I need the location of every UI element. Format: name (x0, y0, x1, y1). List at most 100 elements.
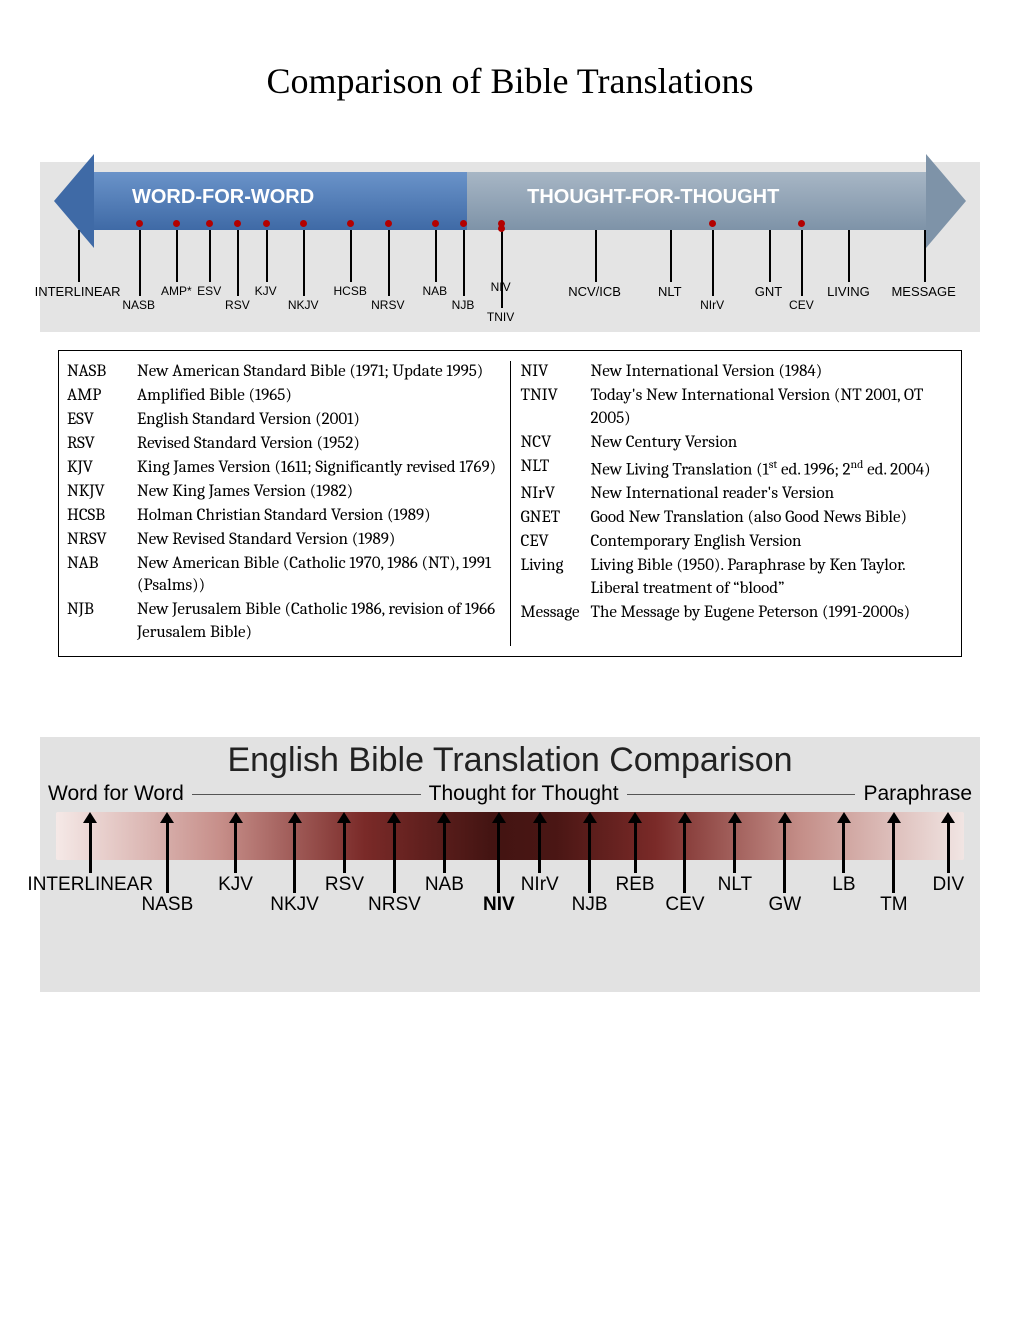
legend-desc: New International Version (1984) (591, 361, 954, 384)
legend-abbr: TNIV (521, 385, 591, 431)
tick2-NIV: NIV (492, 812, 506, 893)
page-title: Comparison of Bible Translations (40, 60, 980, 102)
tick1-NKJV: NKJV (303, 230, 304, 296)
translation-comparison-diagram: English Bible Translation Comparison Wor… (40, 737, 980, 992)
tick1-MESSAGE: MESSAGE (924, 230, 925, 282)
legend-desc: New Century Version (591, 432, 954, 455)
tick1-TNIV: TNIV (501, 230, 502, 308)
legend-row: NIVNew International Version (1984) (521, 361, 954, 384)
legend-desc: Amplified Bible (1965) (137, 385, 500, 408)
legend-abbr: NLT (521, 456, 591, 483)
tick1-KJV: KJV (266, 230, 267, 282)
tick2-NAB: NAB (437, 812, 451, 873)
legend-desc: Revised Standard Version (1952) (137, 433, 500, 456)
tick2-KJV: KJV (229, 812, 243, 873)
legend-abbr: HCSB (67, 505, 137, 528)
translation-legend: NASBNew American Standard Bible (1971; U… (58, 350, 962, 657)
header-paraphrase: Paraphrase (863, 782, 972, 806)
legend-row: ESVEnglish Standard Version (2001) (67, 409, 500, 432)
tick2-NIrV: NIrV (533, 812, 547, 873)
diagram1-ticks: INTERLINEARNASBAMP*ESVRSVKJVNKJVHCSBNRSV… (40, 230, 980, 322)
tick1-NLT: NLT (670, 230, 671, 282)
legend-column-left: NASBNew American Standard Bible (1971; U… (67, 361, 500, 646)
tick2-NRSV: NRSV (387, 812, 401, 893)
tick2-NLT: NLT (728, 812, 742, 873)
tick2-DIV: DIV (941, 812, 955, 873)
tick1-NRSV: NRSV (388, 230, 389, 296)
legend-abbr: RSV (67, 433, 137, 456)
legend-desc: Today's New International Version (NT 20… (591, 385, 954, 431)
tick2-TM: TM (887, 812, 901, 893)
legend-row: LivingLiving Bible (1950). Paraphrase by… (521, 555, 954, 601)
legend-desc: New King James Version (1982) (137, 481, 500, 504)
legend-row: NIrVNew International reader's Version (521, 483, 954, 506)
diagram2-ticks: INTERLINEARNASBKJVNKJVRSVNRSVNABNIVNIrVN… (56, 860, 964, 960)
header-divider-icon (192, 794, 421, 795)
legend-abbr: KJV (67, 457, 137, 480)
legend-row: HCSBHolman Christian Standard Version (1… (67, 505, 500, 528)
legend-row: NLTNew Living Translation (1st ed. 1996;… (521, 456, 954, 483)
legend-row: NCVNew Century Version (521, 432, 954, 455)
tick2-LB: LB (837, 812, 851, 873)
tick1-LIVING: LIVING (848, 230, 849, 282)
legend-row: NASBNew American Standard Bible (1971; U… (67, 361, 500, 384)
legend-desc: New International reader's Version (591, 483, 954, 506)
legend-desc: Good New Translation (also Good News Bib… (591, 507, 954, 530)
legend-abbr: NJB (67, 599, 137, 645)
legend-desc: New Jerusalem Bible (Catholic 1986, revi… (137, 599, 500, 645)
tick1-HCSB: HCSB (350, 230, 351, 282)
legend-desc: New Revised Standard Version (1989) (137, 529, 500, 552)
tick2-NKJV: NKJV (288, 812, 302, 893)
legend-abbr: NASB (67, 361, 137, 384)
tick2-NJB: NJB (583, 812, 597, 893)
tick1-NJB: NJB (463, 230, 464, 296)
tick2-REB: REB (628, 812, 642, 873)
legend-desc: New Living Translation (1st ed. 1996; 2n… (591, 456, 954, 483)
tick1-NAB: NAB (435, 230, 436, 282)
tick2-CEV: CEV (678, 812, 692, 893)
legend-row: NABNew American Bible (Catholic 1970, 19… (67, 553, 500, 599)
tick2-NASB: NASB (160, 812, 174, 893)
legend-abbr: NIV (521, 361, 591, 384)
legend-desc: Living Bible (1950). Paraphrase by Ken T… (591, 555, 954, 601)
legend-row: GNETGood New Translation (also Good News… (521, 507, 954, 530)
header-word-for-word: Word for Word (48, 782, 184, 806)
legend-row: MessageThe Message by Eugene Peterson (1… (521, 602, 954, 625)
legend-abbr: AMP (67, 385, 137, 408)
tick2-GW: GW (778, 812, 792, 893)
legend-abbr: Message (521, 602, 591, 625)
legend-abbr: NAB (67, 553, 137, 599)
legend-row: AMPAmplified Bible (1965) (67, 385, 500, 408)
tick1-CEV: CEV (801, 230, 802, 296)
legend-desc: King James Version (1611; Significantly … (137, 457, 500, 480)
translation-spectrum-diagram: WORD-FOR-WORD THOUGHT-FOR-THOUGHT INTERL… (40, 162, 980, 332)
tick2-RSV: RSV (337, 812, 351, 873)
tick1-NCV/ICB: NCV/ICB (595, 230, 596, 282)
legend-abbr: Living (521, 555, 591, 601)
tick1-NIrV: NIrV (712, 230, 713, 296)
legend-abbr: NCV (521, 432, 591, 455)
legend-row: NKJVNew King James Version (1982) (67, 481, 500, 504)
legend-abbr: ESV (67, 409, 137, 432)
legend-row: CEVContemporary English Version (521, 531, 954, 554)
header-thought-for-thought: Thought for Thought (429, 782, 619, 806)
tick1-INTERLINEAR: INTERLINEAR (78, 230, 79, 282)
legend-column-right: NIVNew International Version (1984)TNIVT… (510, 361, 954, 646)
tick1-ESV: ESV (209, 230, 210, 282)
tick2-INTERLINEAR: INTERLINEAR (83, 812, 97, 873)
legend-abbr: NRSV (67, 529, 137, 552)
arrow-label-thought-for-thought: THOUGHT-FOR-THOUGHT (527, 186, 779, 209)
legend-desc: Holman Christian Standard Version (1989) (137, 505, 500, 528)
tick1-RSV: RSV (237, 230, 238, 296)
legend-abbr: NKJV (67, 481, 137, 504)
legend-row: NRSVNew Revised Standard Version (1989) (67, 529, 500, 552)
header-divider-icon (627, 794, 856, 795)
legend-abbr: CEV (521, 531, 591, 554)
tick1-AMP*: AMP* (176, 230, 177, 282)
legend-row: RSVRevised Standard Version (1952) (67, 433, 500, 456)
gradient-bar (56, 812, 964, 860)
arrow-label-word-for-word: WORD-FOR-WORD (132, 186, 314, 209)
legend-desc: English Standard Version (2001) (137, 409, 500, 432)
legend-desc: The Message by Eugene Peterson (1991-200… (591, 602, 954, 625)
diagram2-title: English Bible Translation Comparison (48, 741, 972, 780)
